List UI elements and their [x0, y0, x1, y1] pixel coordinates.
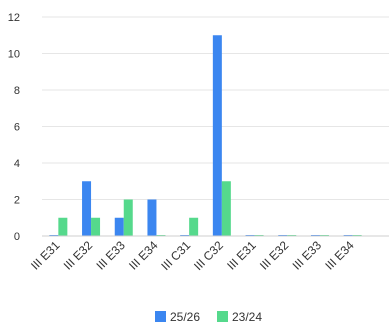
bar-23-24-6[interactable] [222, 181, 231, 236]
bar-25-26-2[interactable] [82, 181, 91, 236]
x-tick-label: III E31 [28, 238, 63, 273]
legend-swatch-23-24 [217, 311, 228, 322]
x-tick-label: III E31 [224, 238, 259, 273]
y-tick-label: 6 [14, 122, 20, 134]
y-tick-label: 2 [14, 195, 20, 207]
bar-25-26-6[interactable] [213, 35, 222, 236]
y-tick-label: 10 [8, 49, 20, 61]
y-tick-label: 12 [8, 12, 20, 24]
y-tick-label: 0 [14, 231, 20, 243]
x-tick-label: III E34 [126, 238, 161, 273]
x-tick-label: III C31 [158, 238, 193, 273]
x-tick-label: III E33 [290, 238, 325, 273]
x-tick-label: III E33 [93, 238, 128, 273]
bars [49, 35, 361, 236]
x-tick-label: III C32 [191, 238, 226, 273]
bar-23-24-3[interactable] [124, 200, 133, 237]
y-tick-label: 4 [14, 158, 20, 170]
bar-23-24-5[interactable] [189, 218, 198, 236]
legend-label-23-24[interactable]: 23/24 [232, 310, 262, 324]
legend-swatch-25-26 [155, 311, 166, 322]
legend: 25/26 23/24 [155, 310, 262, 324]
x-tick-label: III E34 [322, 238, 357, 273]
bar-25-26-4[interactable] [147, 200, 156, 237]
y-tick-label: 8 [14, 85, 20, 97]
y-axis-tick-labels: 0 2 4 6 8 10 12 [8, 12, 20, 243]
bar-23-24-2[interactable] [91, 218, 100, 236]
bar-23-24-1[interactable] [58, 218, 67, 236]
bar-25-26-3[interactable] [115, 218, 124, 236]
x-tick-label: III E32 [61, 238, 96, 273]
legend-label-25-26[interactable]: 25/26 [170, 310, 200, 324]
x-tick-label: III E32 [257, 238, 292, 273]
